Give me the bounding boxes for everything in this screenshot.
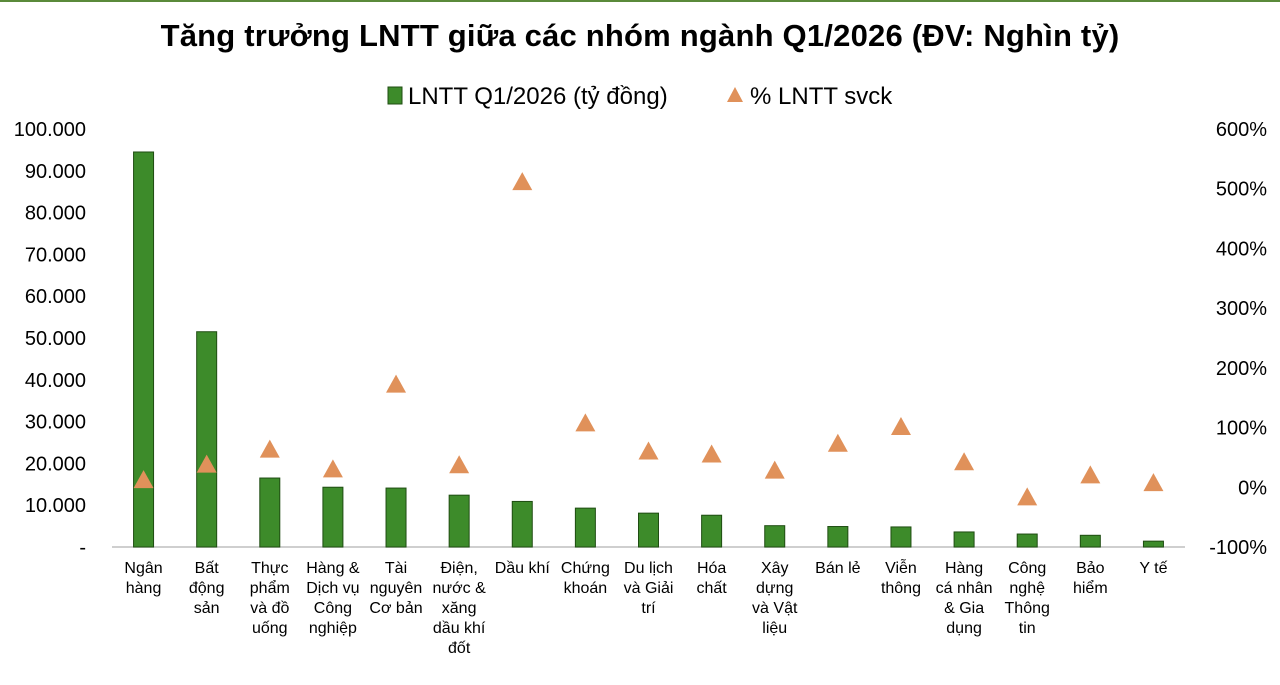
bar <box>196 331 218 548</box>
left-axis: - 10.000 20.000 30.000 40.000 50.000 60.000 70.… <box>14 119 86 559</box>
category-label: Thực phẩm và đồ uống <box>250 560 290 637</box>
category-label: Dầu khí <box>495 560 551 577</box>
triangle-marker <box>449 455 470 474</box>
category-label: Xây dựng và Vật liệu <box>752 560 798 637</box>
chart-title: Tăng trưởng LNTT giữa các nhóm ngành Q1/… <box>160 18 1120 53</box>
triangle-marker <box>827 433 848 452</box>
triangle-marker <box>575 413 596 432</box>
bar <box>701 514 723 548</box>
right-axis: -100% 0% 100% 200% 300% 400% 500% 600% <box>1209 119 1267 559</box>
triangle-series <box>133 172 1164 506</box>
triangle-marker <box>1080 465 1101 484</box>
bar <box>1142 540 1164 548</box>
triangle-marker <box>133 470 154 489</box>
category-label: Viễn thông <box>881 558 921 597</box>
bar <box>1079 534 1101 548</box>
right-tick-label: -100% <box>1209 537 1267 559</box>
bar-series <box>133 151 1164 548</box>
category-label: Y tế <box>1139 560 1167 577</box>
triangle-marker <box>1143 473 1164 492</box>
bar <box>890 526 912 548</box>
triangle-marker <box>638 441 659 460</box>
left-tick-label: 30.000 <box>25 412 86 434</box>
bar <box>448 494 470 548</box>
category-label: Hàng cá nhân & Gia dụng <box>936 560 993 637</box>
triangle-marker <box>954 452 975 471</box>
bar <box>385 487 407 548</box>
right-tick-label: 600% <box>1216 119 1267 141</box>
left-tick-label: 90.000 <box>25 161 86 183</box>
category-label: Bán lẻ <box>815 560 860 577</box>
triangle-marker <box>764 460 785 479</box>
bar <box>638 512 659 548</box>
bar <box>259 477 281 548</box>
category-label: Hóa chất <box>696 560 727 597</box>
bar <box>953 531 975 548</box>
triangle-marker <box>196 454 217 473</box>
category-label: Công nghệ Thông tin <box>1005 560 1050 637</box>
left-tick-label: 20.000 <box>25 453 86 475</box>
right-tick-label: 200% <box>1216 358 1267 380</box>
category-label: Du lịch và Giải trí <box>624 560 674 617</box>
category-label: Điện, nước & xăng dầu khí đốt <box>433 560 487 657</box>
right-tick-label: 400% <box>1216 238 1267 260</box>
triangle-marker <box>322 459 343 478</box>
left-tick-label: 80.000 <box>25 203 86 225</box>
left-tick-label: 10.000 <box>25 495 86 517</box>
category-label: Tài nguyên Cơ bản <box>369 560 422 617</box>
legend-triangle-swatch <box>727 87 743 102</box>
legend-bar-swatch <box>387 86 403 105</box>
bar <box>764 525 786 548</box>
bar <box>1016 533 1038 548</box>
legend-bar-label: LNTT Q1/2026 (tỷ đồng) <box>408 83 668 110</box>
category-label: Ngân hàng <box>124 560 162 597</box>
category-label: Chứng khoán <box>561 560 610 597</box>
left-tick-label: 50.000 <box>25 328 86 350</box>
triangle-marker <box>890 416 911 435</box>
bar <box>511 500 533 548</box>
bar <box>827 526 849 548</box>
triangle-marker <box>386 374 407 393</box>
triangle-marker <box>701 444 722 463</box>
right-tick-label: 100% <box>1216 418 1267 440</box>
legend: LNTT Q1/2026 (tỷ đồng) % LNTT svck <box>387 83 893 110</box>
bar <box>574 507 596 548</box>
left-tick-label: 40.000 <box>25 370 86 392</box>
left-tick-label: 60.000 <box>25 286 86 308</box>
triangle-marker <box>259 439 280 458</box>
category-label: Bảo hiểm <box>1073 560 1108 597</box>
category-labels: Ngân hàng Bất động sản Thực phẩm và đồ uống Hàng … <box>124 558 1167 657</box>
left-tick-label: 70.000 <box>25 244 86 266</box>
legend-triangle-label: % LNTT svck <box>750 83 893 110</box>
category-label: Bất động sản <box>189 560 225 617</box>
top-accent-line <box>0 0 1280 2</box>
left-tick-label: - <box>79 537 86 559</box>
bar <box>322 486 344 548</box>
category-label: Hàng & Dịch vụ Công nghiệp <box>306 560 360 637</box>
right-tick-label: 500% <box>1216 179 1267 201</box>
triangle-marker <box>512 172 533 191</box>
right-tick-label: 300% <box>1216 298 1267 320</box>
triangle-marker <box>1017 487 1038 506</box>
right-tick-label: 0% <box>1238 477 1267 499</box>
bar <box>133 151 155 548</box>
left-tick-label: 100.000 <box>14 119 86 141</box>
